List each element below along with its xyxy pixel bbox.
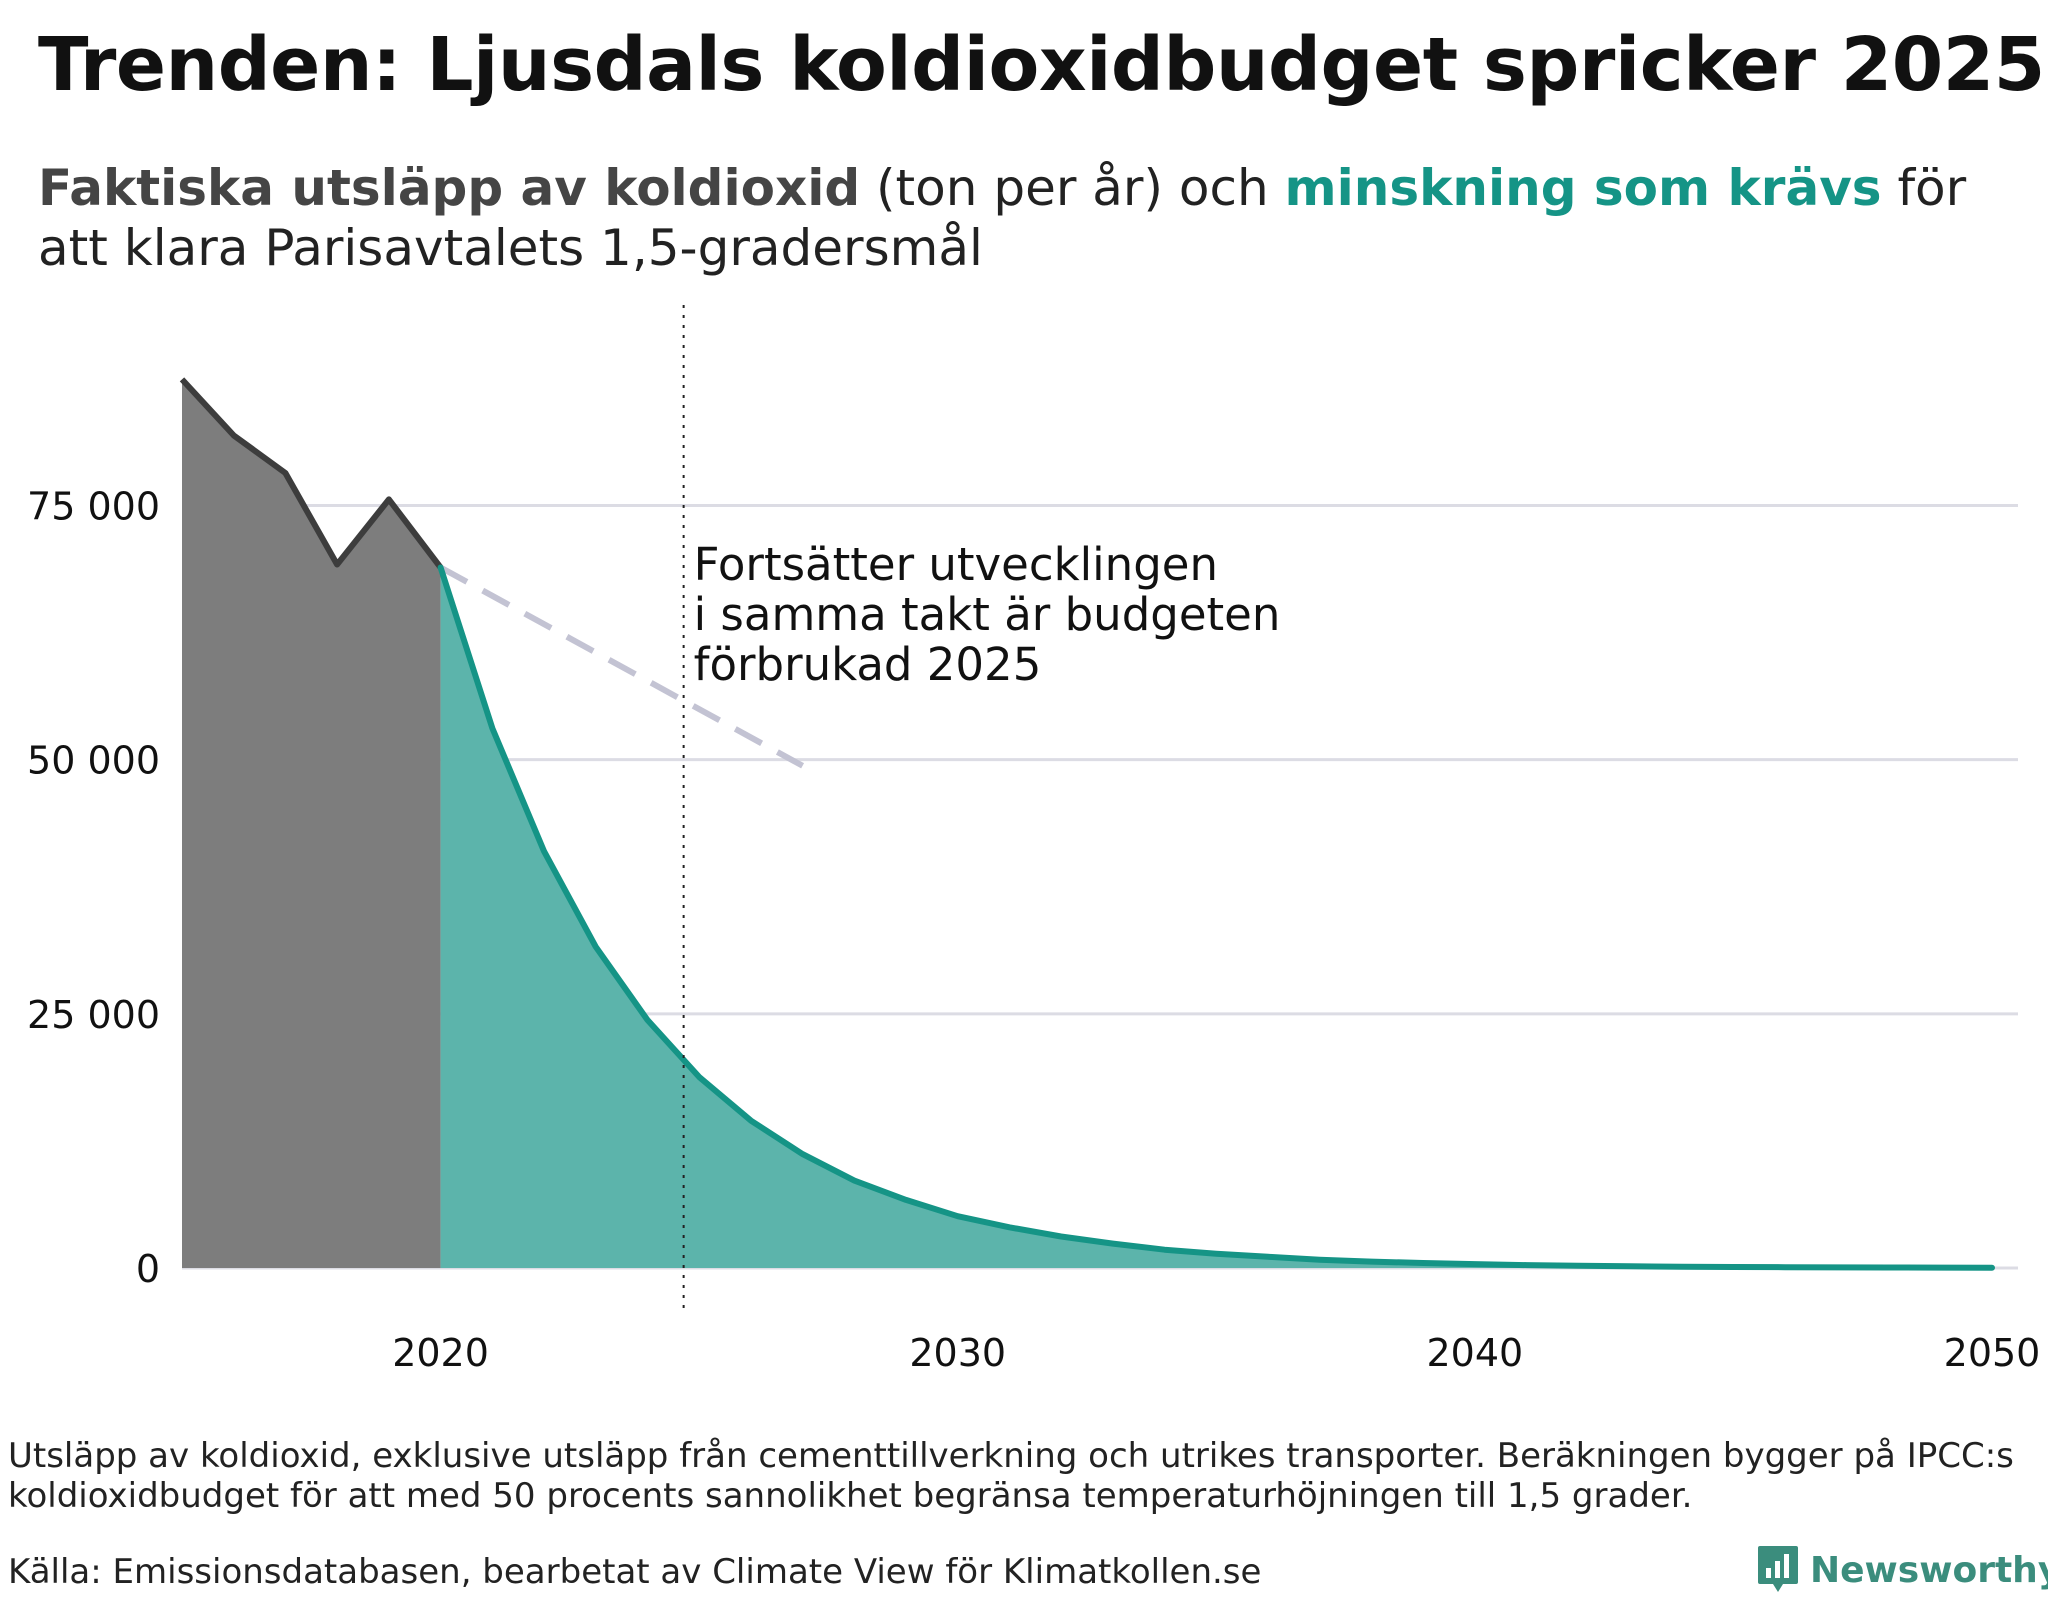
x-tick-label: 2020 — [392, 1331, 489, 1375]
annotation-line-1: Fortsätter utvecklingen — [694, 538, 1218, 591]
axis-labels: 0 25 000 50 000 75 000 2020 2030 2040 2050 — [27, 485, 2040, 1376]
source-credit: Källa: Emissionsdatabasen, bearbetat av … — [8, 1552, 1262, 1592]
newsworthy-logo: Newsworthy — [1756, 1544, 2048, 1596]
y-tick-label: 50 000 — [27, 739, 160, 783]
bar-chart-speech-icon — [1758, 1546, 1798, 1592]
chart-lines — [179, 377, 1995, 1271]
chart-areas — [182, 379, 1993, 1268]
emissions-chart: 0 25 000 50 000 75 000 2020 2030 2040 2050 Fort… — [27, 305, 2040, 1376]
actual-emissions-line — [179, 377, 443, 570]
annotation-line-2: i samma takt är budgeten — [694, 588, 1281, 641]
annotation-line-3: förbrukad 2025 — [694, 638, 1042, 691]
y-tick-label: 25 000 — [27, 993, 160, 1037]
required-reduction-line — [437, 564, 1995, 1271]
required-reduction-area — [440, 567, 1993, 1268]
chart-subtitle: Faktiska utsläpp av koldioxid (ton per å… — [38, 158, 2018, 278]
footnote: Utsläpp av koldioxid, exklusive utsläpp … — [8, 1436, 2014, 1516]
y-tick-label: 0 — [136, 1247, 160, 1291]
y-tick-label: 75 000 — [27, 485, 160, 529]
brand-name: Newsworthy — [1810, 1549, 2048, 1591]
x-tick-label: 2030 — [909, 1331, 1006, 1375]
budget-annotation: Fortsätter utvecklingen i samma takt är … — [694, 538, 1295, 691]
chart-title: Trenden: Ljusdals koldioxidbudget sprick… — [38, 22, 2045, 108]
trend-projection-line — [439, 564, 805, 769]
x-tick-label: 2050 — [1944, 1331, 2041, 1375]
subtitle-rest-text: för att klara Parisavtalets 1,5-gradersm… — [38, 159, 1967, 277]
subtitle-required-label: minskning som krävs — [1284, 159, 1882, 217]
subtitle-actual-label: Faktiska utsläpp av koldioxid — [38, 159, 861, 217]
x-tick-label: 2040 — [1426, 1331, 1523, 1375]
subtitle-unit-text: (ton per år) och — [860, 159, 1285, 217]
actual-emissions-area — [182, 379, 441, 1268]
